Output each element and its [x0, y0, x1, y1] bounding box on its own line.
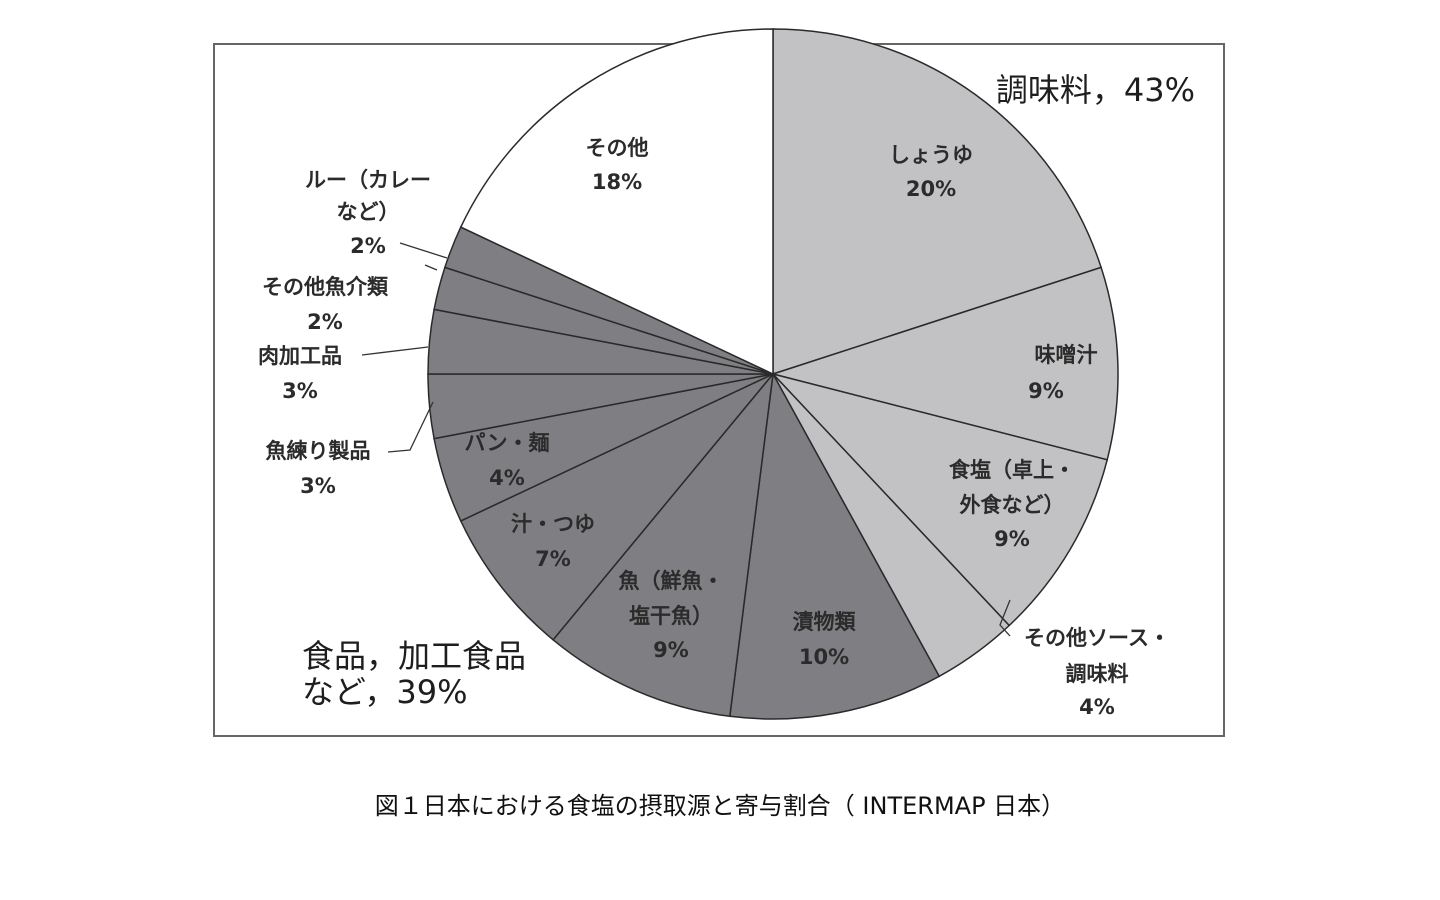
slice-label-13: その他	[586, 136, 649, 160]
pie-slice-6	[552, 371, 775, 718]
slice-value-9: 3%	[300, 474, 336, 498]
slice-value-1: 20%	[906, 177, 956, 201]
slice-label-8: パン・麺	[464, 431, 549, 455]
group-label-foods-line1: 食品，加工食品	[302, 637, 526, 675]
slice-value-10: 3%	[282, 379, 318, 403]
slice-label-6-line1: 魚（鮮魚・	[619, 569, 724, 593]
pie-slices	[427, 28, 1119, 720]
slice-label-4-line1: その他ソース・	[1024, 626, 1170, 650]
leader-line-10	[361, 346, 429, 356]
slice-value-7: 7%	[535, 547, 571, 571]
pie-slice-13	[459, 28, 774, 376]
slice-label-1: しょうゆ	[889, 143, 973, 167]
slice-value-6: 9%	[653, 638, 689, 662]
leader-line-11	[424, 264, 438, 271]
slice-label-11: その他魚介類	[262, 275, 389, 299]
slice-value-11: 2%	[307, 310, 343, 334]
slice-label-5: 漬物類	[793, 610, 857, 634]
slice-value-3: 9%	[994, 527, 1030, 551]
slice-label-3-line1: 食塩（卓上・	[949, 458, 1075, 482]
slice-label-12-line1: ルー（カレー	[305, 168, 431, 192]
slice-value-5: 10%	[799, 645, 849, 669]
slice-label-6-line2: 塩干魚）	[629, 604, 713, 628]
leader-line-4	[999, 599, 1011, 637]
leader-line-9	[387, 401, 434, 453]
slice-label-3-line2: 外食など）	[960, 493, 1065, 517]
group-label-foods-line2: など，39%	[302, 673, 468, 711]
pie-slice-3	[770, 372, 1109, 627]
slice-value-2: 9%	[1028, 379, 1064, 403]
pie-slice-5	[728, 371, 941, 720]
slice-label-2: 味噌汁	[1035, 343, 1098, 367]
figure-caption: 図１日本における食塩の摂取源と寄与割合（ INTERMAP 日本）	[374, 792, 1066, 820]
pie-slice-7	[459, 373, 774, 641]
slice-value-8: 4%	[489, 466, 525, 490]
slice-label-10: 肉加工品	[258, 344, 342, 368]
slice-label-12-line2: など）	[337, 200, 400, 224]
slice-label-9: 魚練り製品	[266, 439, 371, 463]
leader-line-12	[399, 242, 448, 259]
group-label-seasoning: 調味料，43%	[996, 71, 1195, 109]
pie-slice-2	[770, 266, 1119, 461]
slice-labels: しょうゆ 20% 味噌汁 9% 食塩（卓上・外食など） 9% その他ソース・調味料 4% 漬物類…	[258, 136, 1170, 719]
slice-value-12: 2%	[350, 234, 386, 258]
slice-label-7: 汁・つゆ	[511, 512, 595, 536]
slice-value-13: 18%	[592, 170, 642, 194]
pie-slice-1	[772, 28, 1103, 376]
slice-label-4-line2: 調味料	[1066, 662, 1129, 686]
slice-value-4: 4%	[1079, 695, 1115, 719]
leader-lines	[361, 242, 1011, 637]
